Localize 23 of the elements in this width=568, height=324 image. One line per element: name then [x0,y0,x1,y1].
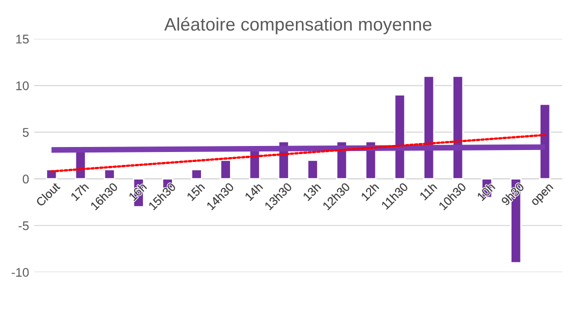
bar [190,168,202,180]
bar [394,94,406,180]
x-tick-label: 11h [419,182,438,200]
y-tick-label: -10 [12,268,29,277]
bar [104,168,116,180]
bar [452,76,464,180]
y-tick-label: 10 [16,81,29,90]
chart-title: Aléatoire compensation moyenne [164,17,432,34]
bar [423,76,435,180]
y-tick-label: 15 [16,34,29,44]
y-tick-label: 0 [22,174,29,184]
bar [539,104,551,180]
x-tick-label: 17h [70,182,89,201]
x-tick-label: 13h [302,182,322,202]
bar [220,159,232,180]
x-tick-label: 16h [128,182,148,202]
x-tick-label: 12h [360,182,380,201]
bar [306,159,318,180]
y-tick-label: 5 [22,128,29,137]
y-tick-label: -5 [18,221,29,230]
x-tick-label: 14h [244,182,264,201]
x-tick-label: 15h [186,182,206,202]
x-tick-label: 10h [476,182,496,202]
